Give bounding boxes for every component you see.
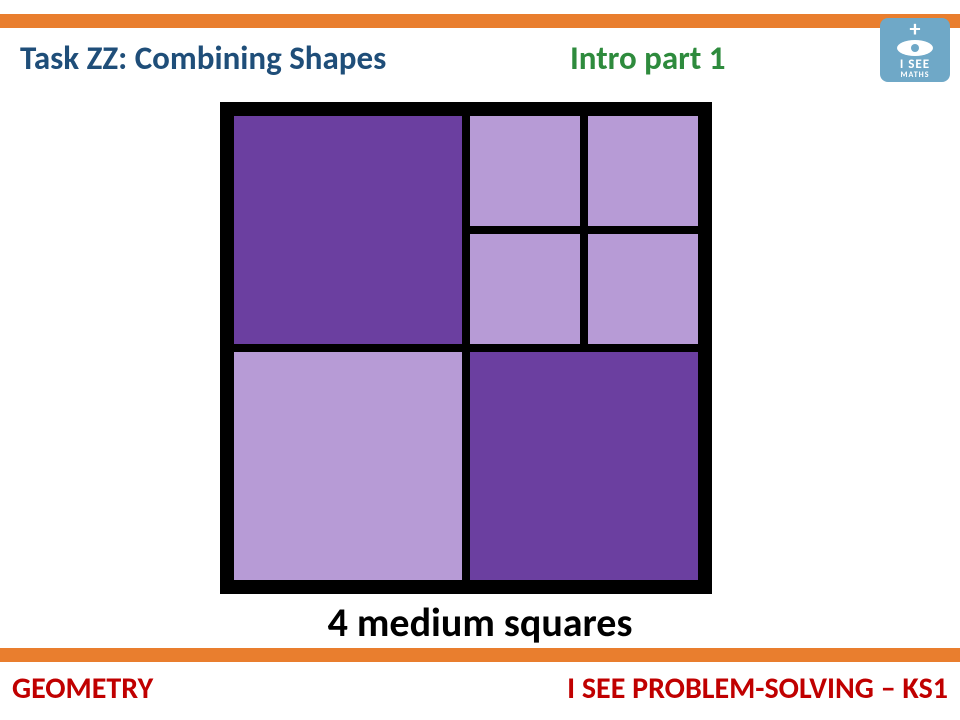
diagram-cell <box>466 230 584 348</box>
diagram-cell <box>584 230 702 348</box>
diagram-caption: 4 medium squares <box>0 598 960 647</box>
shapes-diagram <box>220 102 712 594</box>
diagram-cell <box>230 348 466 584</box>
bottom-accent-bar <box>0 648 960 662</box>
eye-icon <box>897 40 933 56</box>
isee-maths-logo: + I SEE MATHS <box>880 18 950 82</box>
diagram-cell <box>466 112 584 230</box>
footer-series: I SEE PROBLEM-SOLVING – KS1 <box>567 670 948 707</box>
footer-category: GEOMETRY <box>12 670 153 707</box>
diagram-cell <box>584 112 702 230</box>
diagram-cell <box>230 112 466 348</box>
top-accent-bar <box>0 14 960 28</box>
intro-label: Intro part 1 <box>570 38 726 78</box>
logo-line2: MATHS <box>880 70 950 80</box>
task-title: Task ZZ: Combining Shapes <box>20 38 386 78</box>
plus-icon: + <box>880 18 950 38</box>
diagram-cell <box>466 348 702 584</box>
